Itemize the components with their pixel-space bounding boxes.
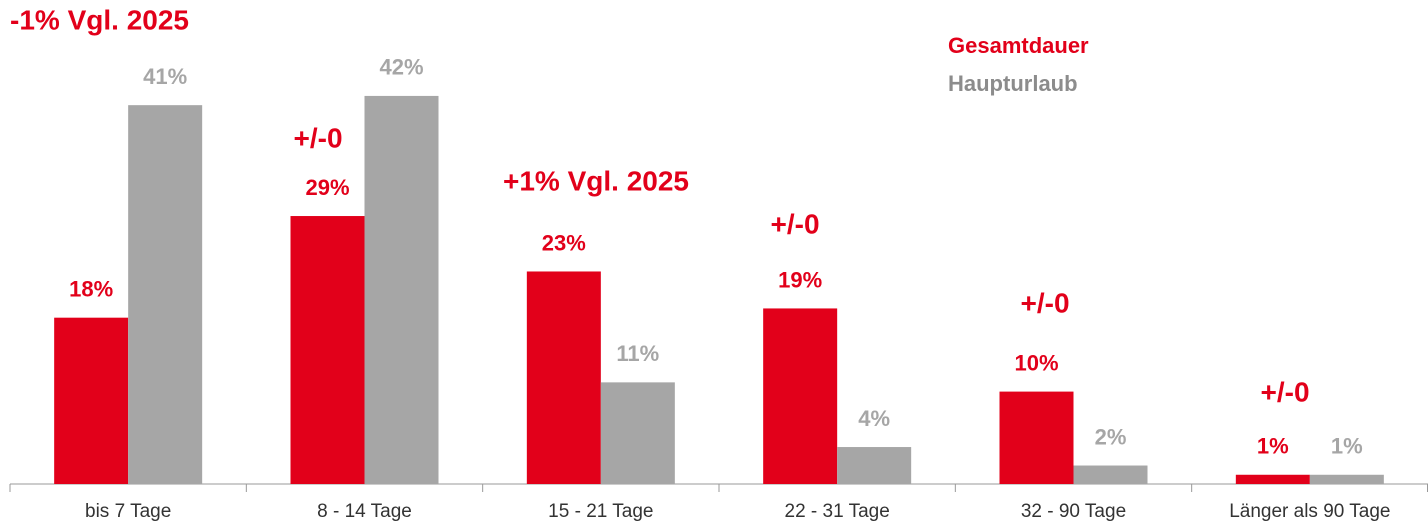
x-tick-label: bis 7 Tage xyxy=(85,501,171,522)
annotation: +1% Vgl. 2025 xyxy=(503,165,689,196)
x-tick-label: Länger als 90 Tage xyxy=(1229,501,1390,522)
legend-entry: Haupturlaub xyxy=(948,71,1078,96)
value-label: 2% xyxy=(1095,424,1127,449)
bar xyxy=(526,271,601,484)
bar xyxy=(837,447,912,484)
value-label: 10% xyxy=(1014,350,1058,375)
value-label: 11% xyxy=(616,341,659,366)
x-tick-label: 15 - 21 Tage xyxy=(548,501,653,522)
bar xyxy=(364,95,439,485)
annotation: +/-0 xyxy=(1260,376,1309,407)
annotation: +/-0 xyxy=(1020,287,1069,318)
value-label: 42% xyxy=(379,55,423,80)
value-label: 4% xyxy=(858,406,890,431)
annotation: +/-0 xyxy=(770,208,819,239)
bar xyxy=(600,382,675,484)
value-label: 1% xyxy=(1257,434,1289,459)
value-label: 29% xyxy=(305,175,349,200)
value-label: 41% xyxy=(143,64,187,89)
x-tick-label: 8 - 14 Tage xyxy=(317,501,412,522)
legend-entry: Gesamtdauer xyxy=(948,33,1089,58)
value-label: 19% xyxy=(778,267,822,292)
x-tick-label: 32 - 90 Tage xyxy=(1021,501,1126,522)
annotation: +/-0 xyxy=(293,122,342,153)
x-tick-label: 22 - 31 Tage xyxy=(785,501,890,522)
bar xyxy=(290,216,365,485)
value-label: 23% xyxy=(542,230,586,255)
value-label: 18% xyxy=(69,276,113,301)
bar xyxy=(128,105,203,484)
bar xyxy=(999,391,1074,484)
annotation: -1% Vgl. 2025 xyxy=(10,4,189,35)
value-label: 1% xyxy=(1331,434,1363,459)
bar xyxy=(763,308,838,484)
bar xyxy=(1235,474,1310,484)
bar xyxy=(1073,465,1148,484)
bar xyxy=(54,317,129,484)
bar xyxy=(1309,474,1384,484)
